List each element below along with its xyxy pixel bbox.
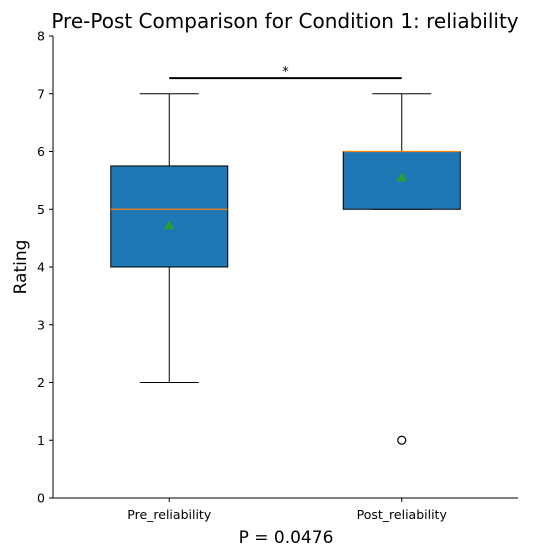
x-axis-label: P = 0.0476 (239, 528, 334, 548)
y-tick-label: 2 (37, 375, 45, 390)
y-tick-label: 6 (37, 144, 45, 159)
box-Pre_reliability (110, 93, 229, 383)
y-axis-label: Rating (11, 240, 31, 295)
significance-bracket: * (169, 65, 402, 80)
outlier-point (397, 435, 407, 445)
mean-marker (396, 172, 407, 182)
x-tick-label: Post_reliability (357, 507, 448, 522)
significance-label: * (282, 65, 289, 80)
y-tick-label: 1 (37, 433, 45, 448)
x-tick-label: Pre_reliability (127, 507, 212, 522)
boxes (110, 93, 461, 445)
chart-title: Pre-Post Comparison for Condition 1: rel… (51, 9, 518, 33)
y-tick-label: 0 (37, 491, 45, 506)
y-tick-label: 3 (37, 317, 45, 332)
y-tick-label: 8 (37, 29, 45, 44)
x-axis-ticks: Pre_reliability Post_reliability (127, 498, 447, 522)
y-tick-label: 4 (37, 260, 45, 275)
mean-marker (164, 220, 175, 230)
box-iqr (110, 165, 229, 268)
y-axis-ticks: 0 1 2 3 4 5 6 7 8 (37, 29, 53, 506)
box-Post_reliability (342, 93, 461, 445)
y-tick-label: 7 (37, 86, 45, 101)
y-tick-label: 5 (37, 202, 45, 217)
